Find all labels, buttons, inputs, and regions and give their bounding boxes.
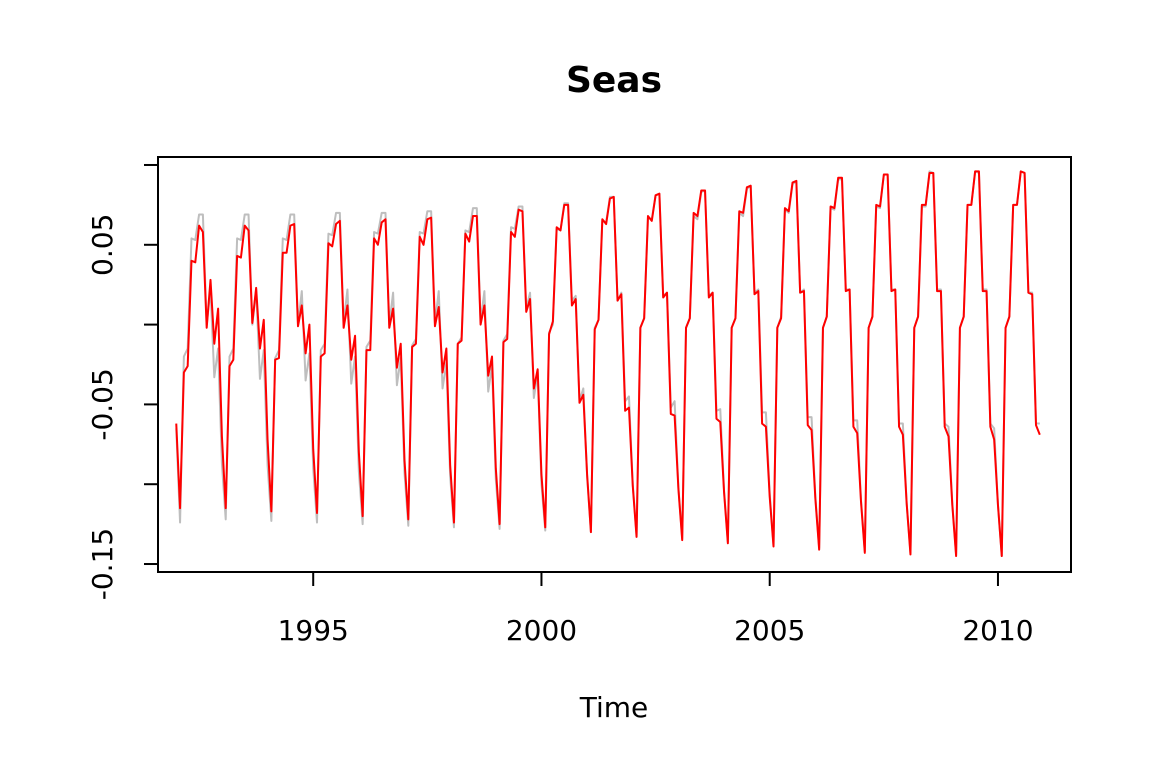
chart-title: Seas bbox=[566, 60, 662, 101]
x-tick-label: 2000 bbox=[506, 614, 577, 647]
x-axis: 1995 2000 2005 2010 bbox=[278, 571, 1034, 647]
x-tick-label: 2005 bbox=[734, 614, 805, 647]
y-tick-label: 0.05 bbox=[86, 214, 119, 276]
x-axis-title: Time bbox=[579, 691, 649, 724]
series-line-2 bbox=[175, 170, 1041, 558]
series-line-1 bbox=[175, 170, 1040, 558]
y-tick-label: -0.05 bbox=[86, 368, 119, 440]
x-tick-label: 2010 bbox=[962, 614, 1033, 647]
series-layer bbox=[175, 170, 1041, 558]
y-axis: -0.15 -0.05 0.05 bbox=[86, 163, 159, 600]
x-tick-label: 1995 bbox=[278, 614, 349, 647]
y-tick-label: -0.15 bbox=[86, 528, 119, 600]
